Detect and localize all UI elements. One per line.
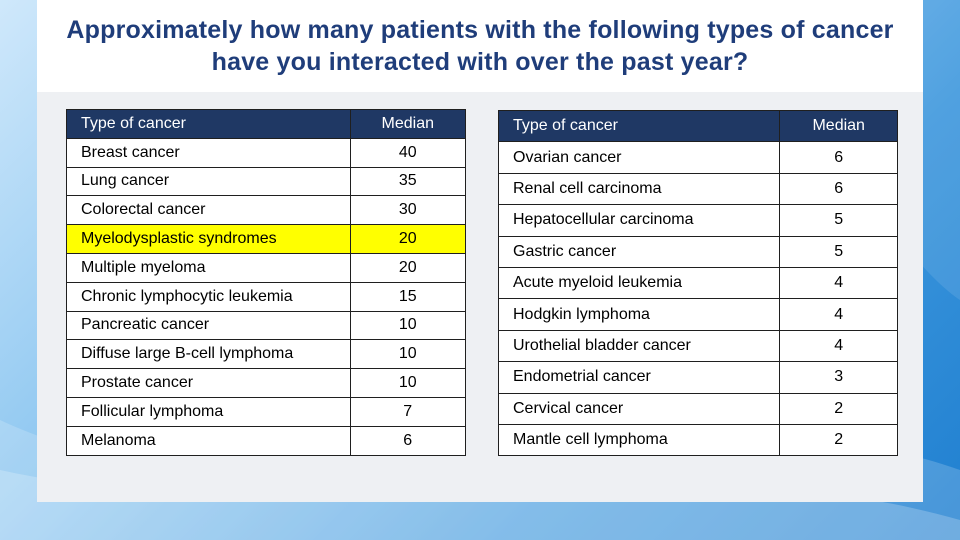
median-cell: 20 [349, 224, 467, 254]
slide-title: Approximately how many patients with the… [66, 16, 894, 76]
table-row: Ovarian cancer 6 [497, 141, 898, 174]
right-median-table: Type of cancer Median Ovarian cancer 6 Ren… [497, 109, 898, 457]
left-median-table: Type of cancer Median Breast cancer 40 Lun… [66, 109, 467, 456]
cancer-type-cell: Multiple myeloma [66, 252, 351, 283]
table-row: Prostate cancer 10 [66, 368, 467, 398]
cancer-type-cell: Ovarian cancer [497, 141, 781, 174]
median-cell: 6 [779, 172, 898, 206]
table-row: Cervical cancer 2 [497, 392, 898, 425]
table-row: Myelodysplastic syndromes 20 [66, 224, 467, 254]
cancer-type-cell: Renal cell carcinoma [497, 172, 781, 206]
median-cell: 4 [779, 298, 898, 331]
cancer-type-cell: Urothelial bladder cancer [497, 329, 781, 363]
cancer-type-cell: Hodgkin lymphoma [497, 298, 781, 331]
table-row: Renal cell carcinoma 6 [497, 172, 898, 206]
table-header-row: Type of cancer Median [66, 109, 467, 139]
table-row: Endometrial cancer 3 [497, 361, 898, 394]
cancer-type-cell: Acute myeloid leukemia [497, 266, 781, 300]
table-row: Hodgkin lymphoma 4 [497, 298, 898, 331]
median-cell: 30 [349, 195, 467, 226]
table-header-row: Type of cancer Median [497, 109, 898, 143]
cancer-type-cell: Cervical cancer [497, 392, 781, 425]
table-row: Gastric cancer 5 [497, 235, 898, 268]
cancer-type-cell: Colorectal cancer [66, 195, 351, 226]
left-table-body: Breast cancer 40 Lung cancer 35 Colorectal c… [66, 137, 467, 456]
title-band: Approximately how many patients with the… [37, 0, 923, 92]
table-row: Colorectal cancer 30 [66, 195, 467, 226]
median-cell: 4 [779, 329, 898, 363]
cancer-type-cell: Lung cancer [66, 166, 351, 197]
table-row: Mantle cell lymphoma 2 [497, 423, 898, 457]
cancer-type-cell: Diffuse large B-cell lymphoma [66, 339, 351, 370]
right-table-body: Ovarian cancer 6 Renal cell carcinoma 6 Hepa… [497, 141, 898, 457]
median-cell: 20 [349, 252, 467, 283]
median-cell: 10 [349, 368, 467, 398]
cancer-type-cell: Gastric cancer [497, 235, 781, 268]
table-row: Melanoma 6 [66, 425, 467, 456]
median-cell: 4 [779, 266, 898, 300]
median-cell: 2 [779, 392, 898, 425]
median-cell: 6 [349, 425, 467, 456]
cancer-type-cell: Melanoma [66, 425, 351, 456]
median-cell: 6 [779, 141, 898, 174]
cancer-type-cell: Follicular lymphoma [66, 396, 351, 427]
column-header-type: Type of cancer [497, 109, 781, 143]
cancer-type-cell: Endometrial cancer [497, 361, 781, 394]
median-cell: 10 [349, 310, 467, 341]
median-cell: 40 [349, 137, 467, 168]
table-row: Chronic lymphocytic leukemia 15 [66, 281, 467, 312]
cancer-type-cell: Myelodysplastic syndromes [66, 224, 351, 254]
median-cell: 5 [779, 204, 898, 237]
table-row: Pancreatic cancer 10 [66, 310, 467, 341]
column-header-median: Median [779, 109, 898, 143]
median-cell: 10 [349, 339, 467, 370]
cancer-type-cell: Chronic lymphocytic leukemia [66, 281, 351, 312]
table-row: Breast cancer 40 [66, 137, 467, 168]
table-row: Lung cancer 35 [66, 166, 467, 197]
median-cell: 2 [779, 423, 898, 457]
column-header-median: Median [349, 109, 467, 139]
column-header-type: Type of cancer [66, 109, 351, 139]
table-row: Acute myeloid leukemia 4 [497, 266, 898, 300]
table-row: Multiple myeloma 20 [66, 252, 467, 283]
cancer-type-cell: Mantle cell lymphoma [497, 423, 781, 457]
table-row: Hepatocellular carcinoma 5 [497, 204, 898, 237]
median-cell: 35 [349, 166, 467, 197]
cancer-type-cell: Pancreatic cancer [66, 310, 351, 341]
median-cell: 5 [779, 235, 898, 268]
table-row: Follicular lymphoma 7 [66, 396, 467, 427]
median-cell: 15 [349, 281, 467, 312]
cancer-type-cell: Breast cancer [66, 137, 351, 168]
cancer-type-cell: Hepatocellular carcinoma [497, 204, 781, 237]
median-cell: 7 [349, 396, 467, 427]
table-row: Diffuse large B-cell lymphoma 10 [66, 339, 467, 370]
median-cell: 3 [779, 361, 898, 394]
cancer-type-cell: Prostate cancer [66, 368, 351, 398]
table-row: Urothelial bladder cancer 4 [497, 329, 898, 363]
